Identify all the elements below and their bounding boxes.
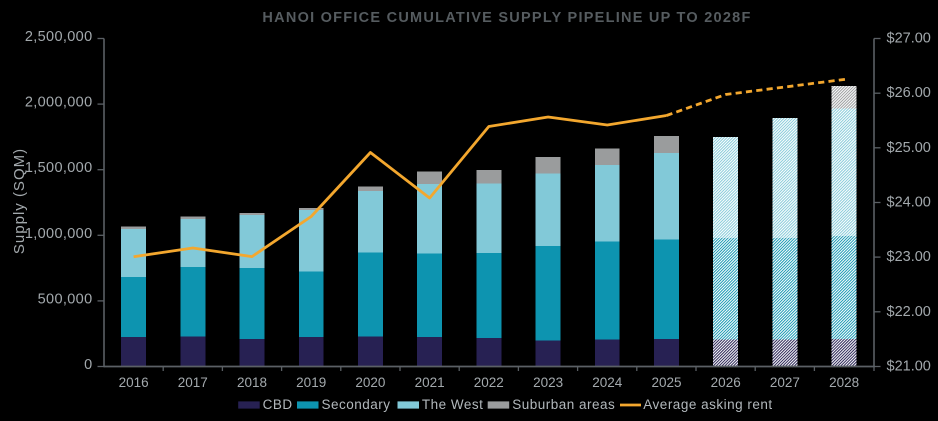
svg-text:CBD: CBD: [263, 397, 293, 412]
svg-text:$25.00: $25.00: [887, 140, 931, 156]
svg-text:2028: 2028: [829, 375, 859, 390]
svg-text:2021: 2021: [415, 375, 445, 390]
svg-text:2024: 2024: [592, 375, 623, 390]
svg-text:2019: 2019: [296, 375, 326, 390]
svg-text:$21.00: $21.00: [887, 359, 931, 375]
svg-text:$26.00: $26.00: [887, 85, 931, 101]
svg-text:2,000,000: 2,000,000: [25, 95, 93, 111]
svg-text:Average asking rent: Average asking rent: [643, 397, 772, 412]
svg-text:The West: The West: [422, 397, 484, 412]
svg-text:500,000: 500,000: [38, 291, 93, 307]
svg-text:1,500,000: 1,500,000: [25, 160, 93, 176]
svg-text:2026: 2026: [711, 375, 741, 390]
svg-text:0: 0: [84, 357, 92, 373]
svg-text:Supply (SQM): Supply (SQM): [11, 148, 28, 254]
svg-text:$27.00: $27.00: [887, 31, 931, 47]
svg-text:2020: 2020: [355, 375, 385, 390]
svg-text:2017: 2017: [178, 375, 208, 390]
svg-text:2027: 2027: [770, 375, 800, 390]
svg-text:1,000,000: 1,000,000: [25, 226, 93, 242]
svg-text:$23.00: $23.00: [887, 249, 931, 265]
svg-text:$24.00: $24.00: [887, 195, 931, 211]
svg-text:2023: 2023: [533, 375, 563, 390]
svg-text:HANOI OFFICE CUMULATIVE SUPPLY: HANOI OFFICE CUMULATIVE SUPPLY PIPELINE …: [262, 10, 751, 26]
svg-text:2025: 2025: [651, 375, 681, 390]
svg-text:$22.00: $22.00: [887, 304, 931, 320]
svg-text:2018: 2018: [237, 375, 267, 390]
svg-text:Suburban areas: Suburban areas: [512, 397, 615, 412]
svg-text:2016: 2016: [119, 375, 149, 390]
svg-text:Secondary: Secondary: [322, 397, 391, 412]
svg-text:2022: 2022: [474, 375, 504, 390]
svg-text:2,500,000: 2,500,000: [25, 29, 93, 45]
